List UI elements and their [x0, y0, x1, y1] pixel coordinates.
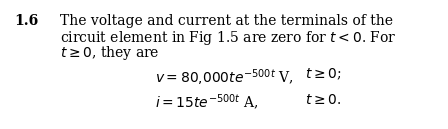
Text: $v = 80{,}000te^{-500t}$ V,: $v = 80{,}000te^{-500t}$ V,	[155, 67, 294, 88]
Text: $t \geq 0$, they are: $t \geq 0$, they are	[60, 44, 159, 62]
Text: 1.6: 1.6	[14, 14, 38, 28]
Text: $t \geq 0$;: $t \geq 0$;	[305, 67, 341, 82]
Text: circuit element in Fig 1.5 are zero for $t < 0$. For: circuit element in Fig 1.5 are zero for …	[60, 29, 396, 47]
Text: $i = 15te^{-500t}$ A,: $i = 15te^{-500t}$ A,	[155, 93, 258, 113]
Text: The voltage and current at the terminals of the: The voltage and current at the terminals…	[60, 14, 393, 28]
Text: $t \geq 0$.: $t \geq 0$.	[305, 93, 341, 107]
